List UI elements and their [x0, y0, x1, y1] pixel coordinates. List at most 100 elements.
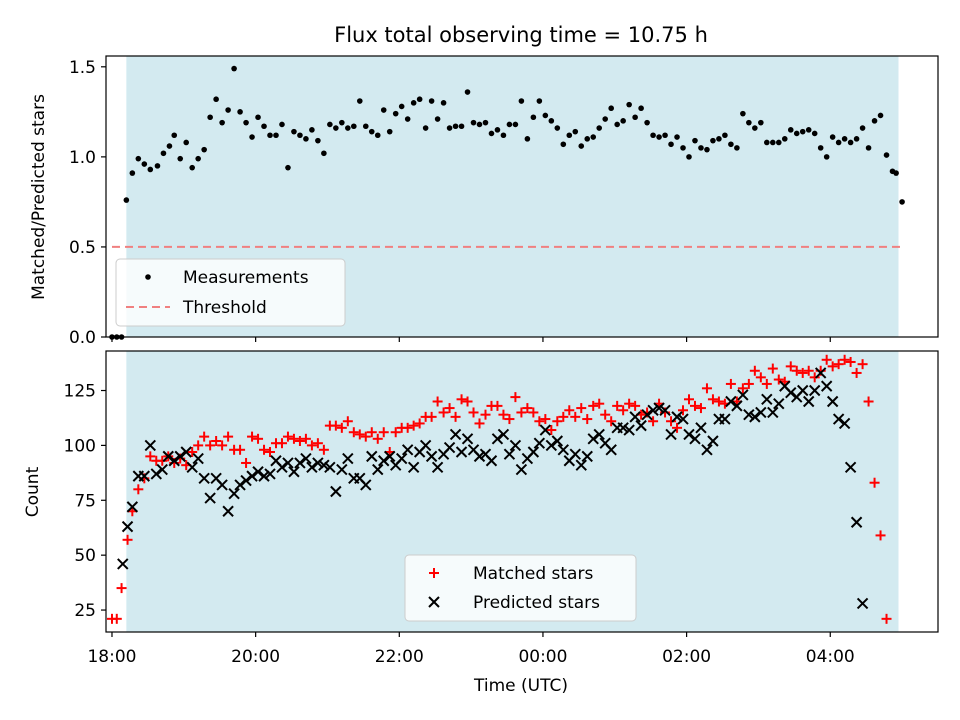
predicted-star-point — [808, 384, 821, 397]
measurement-point — [769, 139, 776, 146]
bottom-legend: Matched stars Predicted stars — [404, 554, 637, 622]
matched-star-point — [582, 414, 593, 425]
predicted-star-point — [222, 505, 234, 517]
matched-star-point — [414, 418, 425, 429]
matched-star-point — [133, 484, 144, 495]
matched-star-point — [737, 383, 748, 394]
legend-predicted-marker — [428, 596, 440, 608]
predicted-star-point — [659, 404, 671, 416]
top-y-tick-label: 0.5 — [69, 238, 96, 258]
measurement-point — [805, 127, 812, 133]
predicted-star-point — [306, 461, 318, 474]
predicted-star-point — [587, 433, 599, 445]
predicted-star-point — [150, 468, 162, 480]
bottom-legend-box — [404, 554, 637, 622]
measurement-point — [141, 161, 148, 167]
measurement-point — [865, 145, 872, 151]
measurement-point — [285, 164, 291, 171]
bottom-y-ticks: 25 50 75 100 125 — [64, 382, 106, 621]
predicted-star-point — [395, 452, 408, 465]
measurement-point — [524, 136, 531, 142]
matched-star-point — [713, 396, 724, 407]
matched-star-point — [187, 446, 198, 457]
measurement-point — [368, 128, 375, 135]
bottom-y-tick-label: 125 — [64, 382, 96, 402]
measurement-point — [279, 121, 285, 128]
matched-star-point — [378, 427, 389, 438]
top-legend: Measurements Threshold — [115, 258, 346, 327]
measurement-point — [201, 146, 207, 153]
measurement-point — [859, 125, 866, 131]
matched-star-point — [241, 457, 252, 468]
measurement-point — [764, 139, 770, 146]
predicted-star-point — [180, 446, 192, 458]
legend-predicted-label: Predicted stars — [473, 593, 600, 613]
matched-star-point — [217, 440, 228, 451]
predicted-star-point — [282, 457, 294, 469]
matched-star-point — [761, 378, 772, 389]
matched-star-point — [875, 530, 886, 541]
bottom-y-tick-label: 75 — [74, 491, 96, 511]
measurement-point — [345, 125, 351, 131]
predicted-star-point — [288, 466, 300, 478]
matched-star-point — [558, 411, 569, 422]
predicted-star-point — [276, 461, 288, 474]
measurement-point — [267, 132, 273, 139]
matched-star-point — [863, 396, 874, 407]
predicted-star-point — [820, 380, 833, 392]
measurement-point — [793, 130, 800, 137]
top-y-tick-label: 0.0 — [69, 328, 96, 348]
matched-star-point — [522, 403, 533, 414]
matched-star-point — [546, 425, 557, 436]
predicted-star-point — [569, 448, 581, 460]
measurement-point — [160, 150, 167, 157]
measurement-point — [656, 134, 662, 140]
measurement-point — [129, 170, 136, 176]
predicted-star-point — [719, 413, 731, 425]
measurement-point — [566, 132, 573, 139]
predicted-star-point — [557, 444, 570, 456]
matched-star-point — [827, 361, 838, 372]
measurement-point — [356, 98, 363, 104]
matched-star-point — [390, 427, 401, 438]
matched-star-point — [468, 407, 479, 418]
matched-star-point — [300, 433, 311, 444]
predicted-star-point — [737, 389, 749, 401]
matched-star-point — [552, 416, 563, 427]
measurement-point — [428, 98, 435, 104]
matched-star-point — [630, 400, 641, 411]
predicted-star-point — [121, 520, 134, 533]
matched-star-point — [725, 378, 736, 389]
matched-star-point — [785, 361, 796, 372]
predicted-star-point — [725, 395, 737, 408]
matched-star-point — [456, 394, 467, 405]
predicted-star-point — [312, 457, 324, 469]
matched-star-point — [510, 392, 521, 403]
measurement-point — [548, 118, 555, 124]
predicted-star-point — [629, 411, 641, 423]
measurement-point — [166, 143, 173, 149]
predicted-star-point — [803, 395, 815, 408]
predicted-star-point — [162, 450, 174, 463]
x-tick-label: 18:00 — [87, 647, 136, 667]
matched-star-point — [594, 398, 605, 409]
matched-star-point — [199, 431, 210, 442]
predicted-star-point — [647, 404, 659, 416]
matched-star-point — [342, 416, 353, 427]
matched-star-point — [839, 354, 850, 365]
predicted-star-point — [216, 479, 228, 491]
predicted-star-point — [294, 457, 306, 469]
x-tick-label: 00:00 — [518, 647, 567, 667]
measurement-point — [536, 98, 543, 104]
measurement-point — [781, 136, 788, 142]
predicted-star-point — [814, 367, 827, 379]
measurement-point — [704, 146, 710, 153]
matched-star-point — [773, 374, 784, 385]
measurement-point — [327, 121, 333, 128]
predicted-star-point — [581, 450, 593, 463]
matched-star-point — [426, 411, 437, 422]
predicted-star-point — [318, 459, 330, 471]
matched-star-point — [606, 416, 617, 427]
predicted-star-point — [653, 402, 665, 414]
